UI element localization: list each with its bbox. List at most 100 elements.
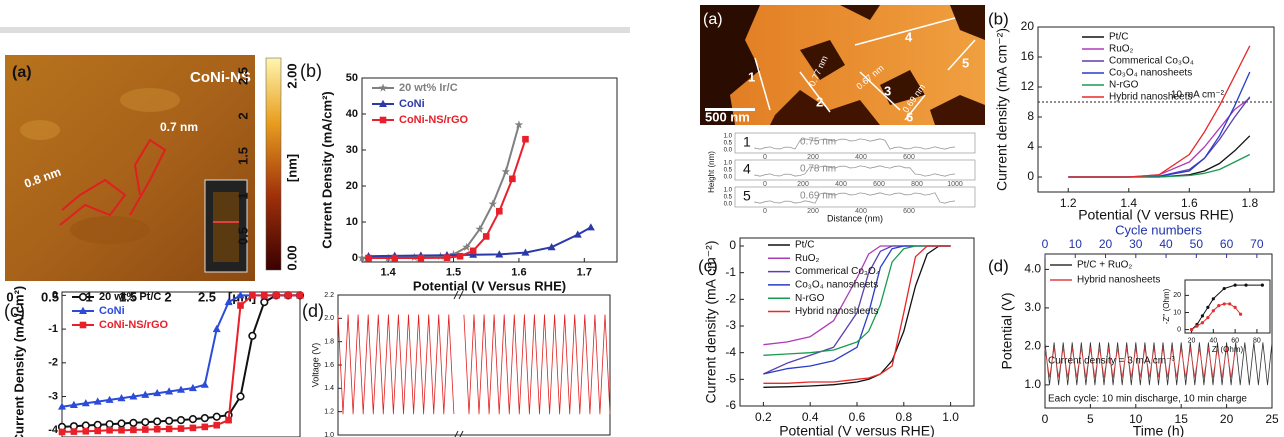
side-tick: 1.5 <box>235 147 250 165</box>
marker <box>365 254 372 262</box>
series-line <box>1068 45 1251 178</box>
marker <box>284 292 292 299</box>
x2-tick-label: 50 <box>1190 237 1204 251</box>
profile-xtick: 200 <box>797 181 809 188</box>
right-afm <box>700 5 985 125</box>
series-line <box>1191 303 1241 331</box>
marker <box>1206 305 1210 309</box>
legend-label: 20 wt% Pt/C <box>99 291 161 303</box>
y-tick-label: -1 <box>725 265 736 279</box>
panel-label: (d) <box>988 256 1009 275</box>
panel-label: (c) <box>4 301 25 321</box>
profile-xlabel: Distance (nm) <box>827 213 883 223</box>
bottom-tick: 0 <box>6 289 13 304</box>
y-tick-label: 4 <box>1027 139 1034 153</box>
x2-label: Cycle numbers <box>1115 222 1202 237</box>
legend-label: Commerical Co₃O₄ <box>1109 56 1194 67</box>
line-label: 3 <box>884 83 891 98</box>
marker <box>296 292 304 299</box>
scale-bar: 500 nm <box>705 109 750 124</box>
marker <box>81 421 90 430</box>
y-tick-label: -1 <box>48 323 58 335</box>
marker <box>521 248 530 256</box>
marker <box>495 250 504 258</box>
marker <box>58 428 66 436</box>
marker <box>201 423 209 431</box>
y-axis-label: Voltage (V) <box>310 343 320 388</box>
y-tick-label: 1.0 <box>324 432 334 437</box>
marker <box>153 388 162 397</box>
profile-xtick: 800 <box>911 181 923 188</box>
y-tick-label: 20 <box>346 180 358 192</box>
x2-tick-label: 0 <box>1042 237 1049 251</box>
colorbar-tick: 0.00 <box>284 245 299 270</box>
profile-ylabel: Height (nm) <box>707 151 716 193</box>
colorbar-label: [nm] <box>284 154 299 182</box>
bottom-tick: 1.5 <box>119 289 137 304</box>
side-tick: 2.5 <box>235 67 250 85</box>
marker <box>188 415 197 424</box>
x-tick-label: 0.6 <box>849 410 866 424</box>
y-tick-label: -2 <box>725 292 736 306</box>
marker <box>417 254 425 262</box>
marker <box>449 249 458 259</box>
marker <box>177 425 185 432</box>
series-line <box>368 226 592 258</box>
legend-label: Co₃O₄ nanosheets <box>795 280 878 291</box>
y-tick-label: -4 <box>725 345 736 359</box>
series-line <box>1068 153 1251 178</box>
marker <box>260 298 269 307</box>
legend-label: N-rGO <box>1109 80 1139 91</box>
marker <box>249 292 256 299</box>
marker <box>70 428 78 435</box>
panel-label: (d) <box>302 301 324 321</box>
panel-label: (c) <box>698 256 718 275</box>
marker <box>1211 297 1215 301</box>
marker <box>1195 324 1199 328</box>
panel-label: (a) <box>12 64 32 81</box>
x-tick-label: 0.2 <box>755 410 772 424</box>
marker <box>501 167 511 176</box>
series-line <box>763 245 951 384</box>
line-label: 6 <box>906 109 913 124</box>
marker <box>357 253 367 262</box>
line-label: 4 <box>905 29 913 44</box>
plot-frame <box>739 237 975 407</box>
legend-label: Pt/C + RuO₂ <box>1077 260 1132 271</box>
y-tick-label: 2.0 <box>324 315 334 322</box>
marker <box>106 426 113 434</box>
legend-label: Commerical Co₃O₄ <box>795 266 880 277</box>
marker <box>1233 305 1237 309</box>
profile-label: 1 <box>743 134 751 150</box>
y-axis-label: Current density (mA cm⁻²) <box>994 28 1010 191</box>
plot-frame <box>61 291 301 437</box>
y-tick-label: 1.4 <box>324 385 334 392</box>
line-label: 5 <box>962 55 969 70</box>
marker <box>58 402 66 410</box>
x-axis-label: Z' (Ohm) <box>1212 345 1244 354</box>
y-tick-label: 16 <box>1021 49 1035 63</box>
marker <box>456 252 464 260</box>
profile-xtick: 0 <box>763 154 767 161</box>
marker <box>514 120 524 129</box>
x-tick-label: 25 <box>1265 412 1279 426</box>
side-tick: 2 <box>235 112 250 119</box>
profile-label: 5 <box>743 188 751 204</box>
axis-break <box>453 290 464 437</box>
marker <box>1244 283 1248 287</box>
marker <box>81 399 90 407</box>
y-tick-label: 20 <box>1021 19 1035 33</box>
x-tick-label: 1.5 <box>446 267 461 279</box>
x-tick-label: 80 <box>1253 337 1261 344</box>
marker <box>79 321 87 329</box>
marker <box>261 292 268 299</box>
bottom-tick: 2.5 <box>198 289 216 304</box>
y-tick-label: 30 <box>346 144 358 156</box>
marker <box>378 83 388 92</box>
profile-xtick: 400 <box>855 208 867 215</box>
x-axis-label: Potential (V versus RHE) <box>779 423 935 437</box>
marker <box>212 412 221 421</box>
left-afm: (a) CoNi-NS 0.7 nm 0.8 nm <box>5 55 282 281</box>
y-axis-label: Potential (V) <box>999 292 1015 369</box>
